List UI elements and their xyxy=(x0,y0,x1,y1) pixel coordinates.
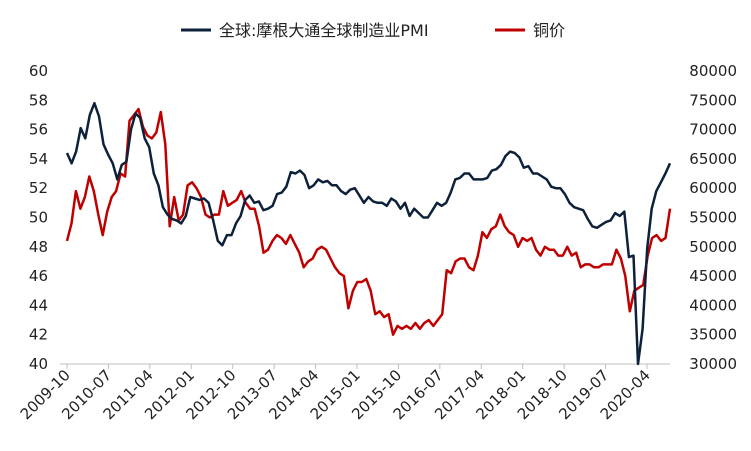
right-tick-label: 65000 xyxy=(689,150,737,168)
left-tick-label: 42 xyxy=(29,326,48,344)
right-tick-label: 40000 xyxy=(689,296,737,314)
left-tick-label: 46 xyxy=(29,267,48,285)
left-tick-label: 56 xyxy=(29,121,48,139)
left-tick-label: 40 xyxy=(29,355,48,373)
right-tick-label: 80000 xyxy=(689,62,737,80)
right-tick-label: 50000 xyxy=(689,238,737,256)
left-tick-label: 50 xyxy=(29,209,48,227)
left-tick-label: 60 xyxy=(29,62,48,80)
right-y-axis: 30000 35000 40000 45000 50000 55000 60000 65000… xyxy=(689,62,737,373)
legend-label-pmi: 全球:摩根大通全球制造业PMI xyxy=(219,21,429,40)
left-tick-label: 48 xyxy=(29,238,48,256)
right-tick-label: 70000 xyxy=(689,121,737,139)
left-tick-label: 52 xyxy=(29,179,48,197)
left-tick-label: 54 xyxy=(29,150,48,168)
right-tick-label: 55000 xyxy=(689,209,737,227)
series-line-pmi xyxy=(65,101,672,366)
series-line-copper xyxy=(65,107,672,336)
left-y-axis: 40 42 44 46 48 50 52 54 56 58 60 xyxy=(29,62,48,373)
x-axis: 2009-102010-072011-042012-012012-102013-… xyxy=(17,364,654,423)
right-tick-label: 35000 xyxy=(689,326,737,344)
right-tick-label: 45000 xyxy=(689,267,737,285)
left-tick-label: 44 xyxy=(29,296,48,314)
legend: 全球:摩根大通全球制造业PMI 铜价 xyxy=(181,21,565,40)
left-tick-label: 58 xyxy=(29,91,48,109)
legend-label-copper: 铜价 xyxy=(533,21,565,40)
right-tick-label: 75000 xyxy=(689,91,737,109)
right-tick-label: 60000 xyxy=(689,179,737,197)
right-tick-label: 30000 xyxy=(689,355,737,373)
